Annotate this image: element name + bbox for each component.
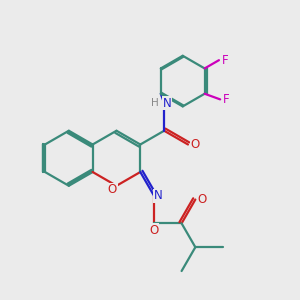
Text: O: O <box>190 138 200 151</box>
Text: O: O <box>108 183 117 196</box>
Text: F: F <box>222 54 228 67</box>
Text: N: N <box>154 189 163 202</box>
Text: F: F <box>223 93 230 106</box>
Text: N: N <box>163 97 171 110</box>
Text: H: H <box>151 98 158 108</box>
Text: O: O <box>198 193 207 206</box>
Text: O: O <box>149 224 159 237</box>
